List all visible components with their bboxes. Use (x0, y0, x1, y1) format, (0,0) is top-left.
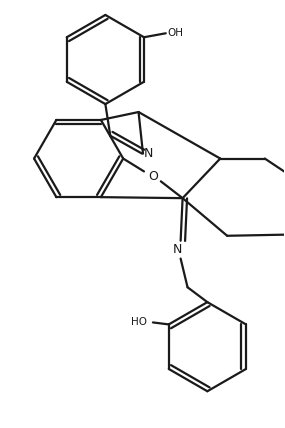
Text: O: O (148, 170, 158, 183)
Text: OH: OH (168, 28, 184, 38)
Text: N: N (144, 147, 153, 160)
Text: N: N (173, 243, 182, 256)
Text: HO: HO (131, 318, 147, 327)
